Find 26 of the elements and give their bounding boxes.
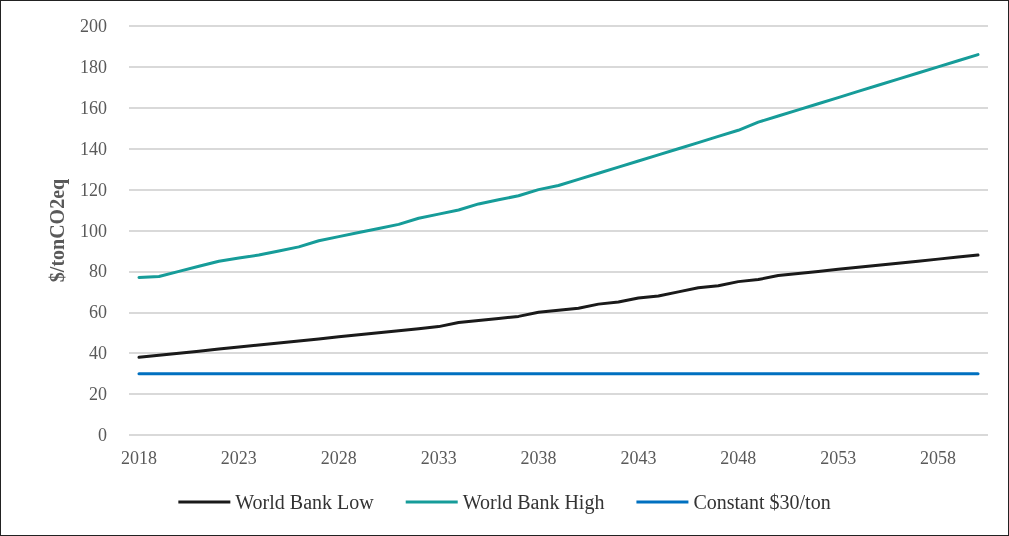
y-tick-label: 200 xyxy=(80,16,107,36)
x-tick-label: 2018 xyxy=(120,448,157,468)
y-axis-title: $/tonCO2eq xyxy=(46,178,69,283)
y-tick-label: 140 xyxy=(80,138,107,159)
legend-label: Constant $30/ton xyxy=(693,491,831,513)
y-tick-label: 40 xyxy=(89,343,107,364)
y-tick-label: 120 xyxy=(80,179,107,200)
x-tick-label: 2058 xyxy=(920,448,957,468)
line-series xyxy=(137,53,980,280)
x-tick-label: 2043 xyxy=(620,448,657,468)
x-tick-label: 2023 xyxy=(220,448,257,468)
y-tick-label: 100 xyxy=(80,220,107,241)
line-series xyxy=(137,253,980,359)
y-tick-label: 80 xyxy=(89,261,107,282)
legend-label: World Bank High xyxy=(462,491,605,514)
y-tick-label: 20 xyxy=(89,384,107,405)
y-tick-label: 0 xyxy=(98,425,107,445)
y-tick-label: 180 xyxy=(80,56,107,77)
x-tick-label: 2048 xyxy=(720,448,757,468)
legend-label: World Bank Low xyxy=(235,491,375,513)
y-tick-label: 160 xyxy=(80,97,107,118)
x-tick-label: 2033 xyxy=(420,448,457,468)
x-tick-label: 2053 xyxy=(820,448,857,468)
x-tick-label: 2028 xyxy=(320,448,357,468)
y-tick-label: 60 xyxy=(89,302,107,323)
x-tick-label: 2038 xyxy=(520,448,557,468)
